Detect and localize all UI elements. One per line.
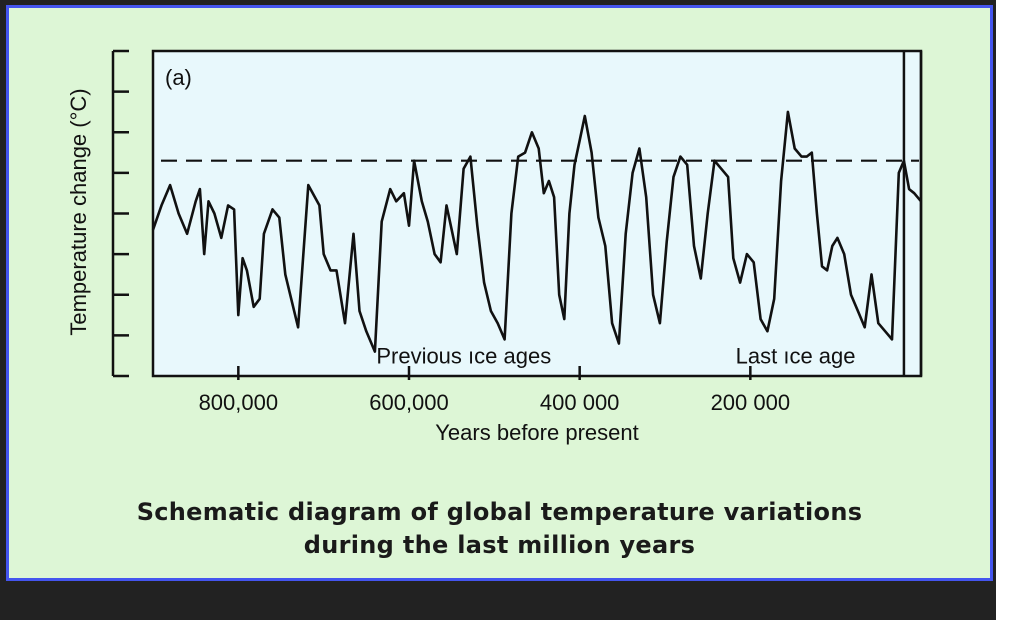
temperature-chart: 800,000 600,000 400 000 200 000 (a) Previou…: [66, 49, 923, 445]
x-tick-label: 600,000: [369, 390, 449, 415]
chart-caption: Schematic diagram of global temperature …: [6, 496, 993, 562]
annotation-last-ice-age: Last ıce age: [736, 344, 856, 369]
x-tick-label: 800,000: [199, 390, 279, 415]
x-axis-title: Years before present: [435, 420, 638, 445]
series-group: [151, 110, 922, 353]
x-tick-label: 200 000: [711, 390, 791, 415]
x-axis: 800,000 600,000 400 000 200 000: [199, 366, 791, 415]
plot-area: [151, 49, 923, 378]
annotation-previous-ice-ages: Previous ıce ages: [376, 344, 551, 369]
y-axis: [111, 49, 129, 378]
temperature-series-line: [151, 110, 922, 353]
right-edge-strip: [996, 0, 1024, 620]
caption-line-2: during the last million years: [303, 531, 696, 559]
panel-label: (a): [165, 65, 192, 90]
caption-line-1: Schematic diagram of global temperature …: [136, 498, 863, 526]
x-tick-label: 400 000: [540, 390, 620, 415]
y-axis-title: Temperature change (°C): [66, 88, 91, 335]
bottom-dark-band: [0, 584, 996, 620]
highlight-band: [902, 51, 923, 376]
